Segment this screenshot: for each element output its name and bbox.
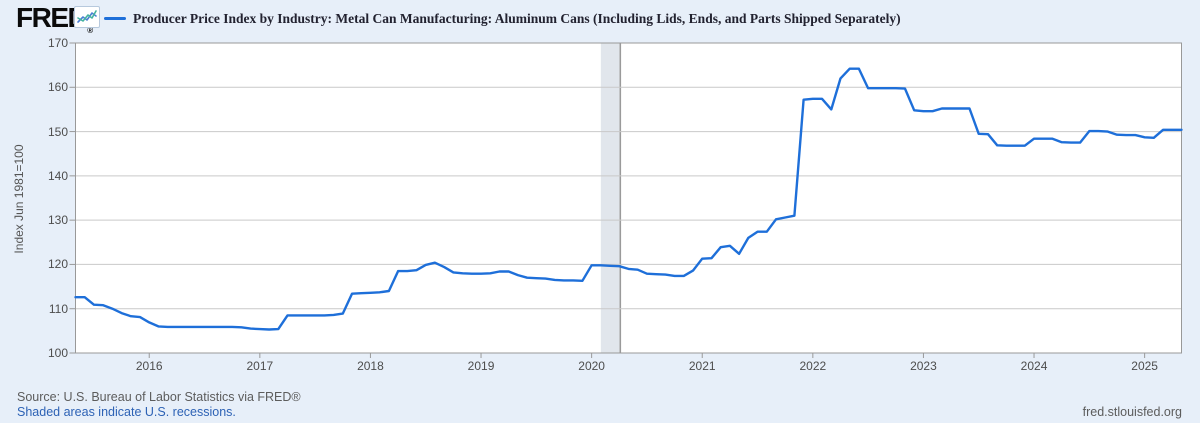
y-tick-label: 160 — [47, 80, 68, 95]
recession-note-link[interactable]: Shaded areas indicate U.S. recessions. — [17, 405, 236, 419]
x-tick-label: 2019 — [467, 359, 495, 373]
series-legend-label[interactable]: Producer Price Index by Industry: Metal … — [133, 11, 901, 26]
x-tick-label: 2021 — [688, 359, 716, 373]
y-tick-label: 150 — [47, 124, 68, 139]
y-tick-label: 120 — [47, 257, 68, 272]
y-tick-label: 130 — [47, 213, 68, 228]
fred-site-link[interactable]: fred.stlouisfed.org — [1082, 405, 1182, 419]
x-tick-label: 2020 — [578, 359, 605, 373]
x-tick-label: 2017 — [246, 359, 274, 373]
chart-header: FRED® Producer Price Index by Industry: … — [0, 0, 1200, 38]
recession-band — [600, 43, 620, 353]
registered-mark: ® — [87, 26, 94, 35]
plot-background — [75, 43, 1182, 353]
fred-sparkline-icon — [74, 6, 100, 28]
y-tick-label: 170 — [47, 36, 68, 50]
x-tick-label: 2018 — [357, 359, 384, 373]
plot-border — [75, 42, 1182, 354]
chart-plot-area[interactable] — [0, 0, 1200, 390]
x-tick-label: 2024 — [1020, 359, 1048, 373]
series-line[interactable] — [74, 67, 1183, 331]
x-tick-label: 2016 — [135, 359, 163, 373]
source-text: Source: U.S. Bureau of Labor Statistics … — [17, 390, 301, 404]
legend-line-swatch — [104, 17, 126, 20]
x-tick-label: 2023 — [910, 359, 937, 373]
y-tick-label: 110 — [48, 301, 68, 316]
y-tick-label: 140 — [47, 168, 68, 183]
x-tick-label: 2022 — [799, 359, 827, 373]
x-tick-label: 2025 — [1131, 359, 1158, 373]
y-tick-label: 100 — [47, 346, 68, 360]
